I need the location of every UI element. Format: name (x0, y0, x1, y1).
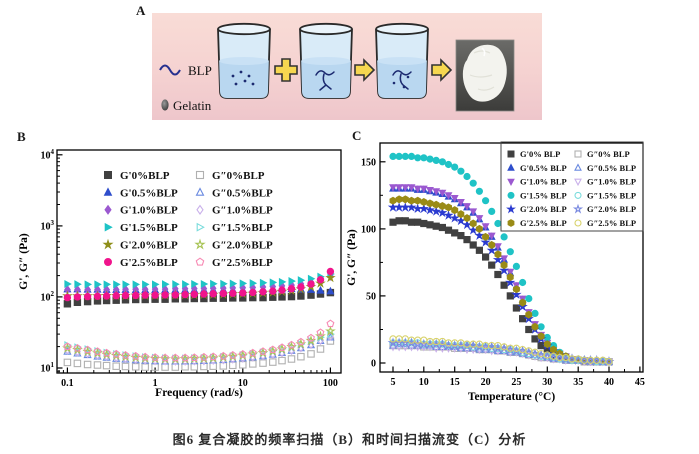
svg-text:G″2.5%BLP: G″2.5%BLP (212, 257, 273, 269)
svg-text:G'2.0%BLP: G'2.0%BLP (120, 239, 178, 251)
figure-caption: 图6 复合凝胶的频率扫描（B）和时间扫描流变（C）分析 (172, 432, 527, 447)
svg-text:100: 100 (361, 224, 376, 235)
svg-text:G'1.5% BLP: G'1.5% BLP (520, 190, 567, 200)
svg-text:G″0% BLP: G″0% BLP (587, 149, 630, 159)
svg-text:20: 20 (481, 377, 491, 388)
svg-text:100: 100 (323, 378, 338, 389)
beaker-particles-icon (217, 22, 271, 99)
gelatin-icon (161, 99, 169, 111)
svg-text:25: 25 (511, 377, 521, 388)
svg-text:G″2.0% BLP: G″2.0% BLP (587, 204, 636, 214)
svg-text:G″0%BLP: G″0%BLP (212, 170, 265, 182)
svg-text:35: 35 (573, 377, 583, 388)
svg-text:10: 10 (238, 378, 248, 389)
svg-text:G'2.5%BLP: G'2.5%BLP (120, 257, 178, 269)
panel-a-label: A (136, 3, 146, 18)
blp-squiggle-icon (159, 64, 181, 76)
svg-text:G″0.5%BLP: G″0.5%BLP (212, 187, 273, 199)
panel-a-illustration: BLP Gelatin (152, 13, 542, 120)
svg-text:G'0.5%BLP: G'0.5%BLP (120, 187, 178, 199)
svg-text:101: 101 (41, 361, 55, 375)
arrow-right-icon-2 (431, 58, 453, 82)
svg-text:103: 103 (41, 219, 55, 233)
svg-text:40: 40 (604, 377, 614, 388)
svg-text:30: 30 (542, 377, 552, 388)
panel-c-chart: 5 10 15 20 25 30 35 40 45 0 50 100 150 Temperature (°… (346, 141, 645, 403)
svg-text:15: 15 (450, 377, 460, 388)
svg-text:102: 102 (41, 290, 55, 304)
svg-text:5: 5 (391, 377, 396, 388)
panel-b-label: B (17, 129, 26, 144)
svg-text:G″1.5% BLP: G″1.5% BLP (587, 190, 636, 200)
svg-text:0: 0 (371, 359, 376, 370)
plus-icon (274, 58, 298, 82)
gel-photo (455, 39, 515, 112)
svg-text:150: 150 (361, 157, 376, 168)
svg-text:1: 1 (153, 378, 158, 389)
panel-c-label: C (352, 128, 362, 143)
svg-text:G″0.5% BLP: G″0.5% BLP (587, 163, 636, 173)
svg-text:G″2.5% BLP: G″2.5% BLP (587, 218, 636, 228)
svg-text:G″1.5%BLP: G″1.5%BLP (212, 222, 273, 234)
svg-text:G'1.5%BLP: G'1.5%BLP (120, 222, 178, 234)
svg-text:0.1: 0.1 (61, 378, 74, 389)
svg-text:G'0%BLP: G'0%BLP (120, 170, 170, 182)
svg-text:G'2.0% BLP: G'2.0% BLP (520, 204, 567, 214)
svg-text:Frequency (rad/s): Frequency (rad/s) (155, 387, 243, 399)
gelatin-label: Gelatin (173, 98, 212, 113)
beaker-mixture-icon (375, 22, 429, 99)
panel-b-chart: 0.1 1 10 100 101 102 103 104 Frequency (rad/s) G'… (18, 148, 342, 399)
beaker-polymer-icon (299, 22, 353, 99)
svg-text:Temperature (°C): Temperature (°C) (468, 391, 555, 403)
svg-text:G″1.0% BLP: G″1.0% BLP (587, 177, 636, 187)
svg-text:10: 10 (419, 377, 429, 388)
svg-text:G'1.0%BLP: G'1.0%BLP (120, 205, 178, 217)
svg-text:G'0% BLP: G'0% BLP (520, 149, 560, 159)
svg-text:50: 50 (366, 291, 376, 302)
svg-text:G″2.0%BLP: G″2.0%BLP (212, 239, 273, 251)
svg-text:G', G″ (Pa): G', G″ (Pa) (346, 229, 358, 286)
svg-text:G', G″ (Pa): G', G″ (Pa) (18, 233, 30, 290)
svg-text:G'1.0% BLP: G'1.0% BLP (520, 177, 567, 187)
svg-text:G'2.5% BLP: G'2.5% BLP (520, 218, 567, 228)
arrow-right-icon (354, 58, 376, 82)
blp-label: BLP (188, 63, 212, 78)
svg-text:104: 104 (41, 148, 55, 162)
svg-text:45: 45 (635, 377, 645, 388)
svg-text:G'0.5% BLP: G'0.5% BLP (520, 163, 567, 173)
svg-text:G″1.0%BLP: G″1.0%BLP (212, 205, 273, 217)
